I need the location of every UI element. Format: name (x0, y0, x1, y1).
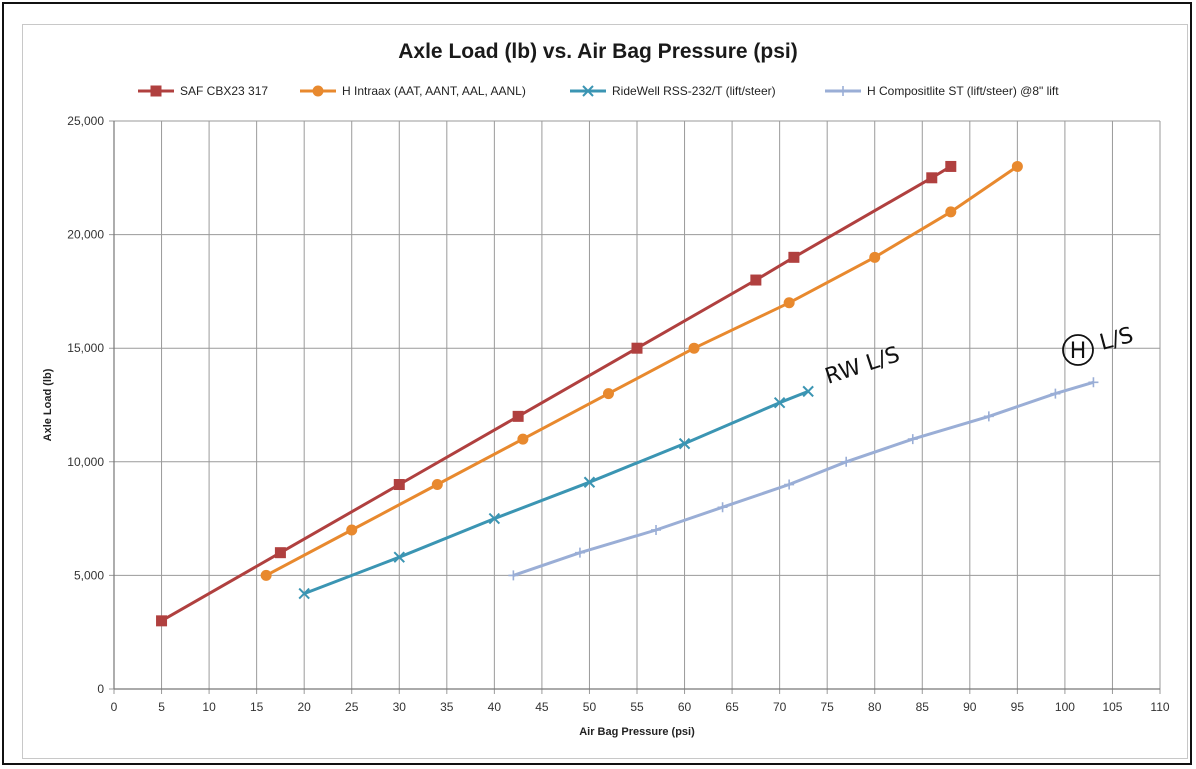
handwritten-annotations: RW L/S H L/S (822, 323, 1136, 390)
x-tick-label: 105 (1102, 700, 1122, 714)
x-tick-label: 35 (440, 700, 454, 714)
marker-circle (346, 524, 358, 536)
x-tick-label: 95 (1011, 700, 1025, 714)
y-tick-label: 20,000 (67, 228, 104, 242)
x-axis-label: Air Bag Pressure (psi) (579, 726, 695, 738)
marker-plus (574, 547, 585, 558)
marker-circle (688, 342, 700, 354)
marker-square (274, 547, 286, 559)
marker-plus (983, 411, 994, 422)
x-tick-label: 80 (868, 700, 882, 714)
x-tick-label: 110 (1150, 700, 1169, 714)
x-tick-label: 100 (1055, 700, 1075, 714)
marker-square (156, 615, 168, 627)
marker-plus (841, 456, 852, 467)
x-tick-label: 50 (583, 700, 597, 714)
marker-plus (717, 502, 728, 513)
x-tick-label: 10 (202, 700, 216, 714)
marker-plus (1050, 388, 1061, 399)
marker-square (750, 274, 762, 286)
x-tick-label: 65 (725, 700, 739, 714)
y-axis-label: Axle Load (lb) (42, 368, 54, 441)
marker-circle (869, 251, 881, 263)
marker-circle (1011, 160, 1023, 172)
y-tick-label: 10,000 (67, 455, 104, 469)
legend-item: H Compositlite ST (lift/steer) @8" lift (825, 84, 1059, 98)
x-axis-ticks: 0 5 10 15 20 25 30 35 40 45 50 55 60 65 70 75 80 85 90 95 10… (111, 700, 1170, 714)
marker-square (926, 172, 938, 184)
marker-x (298, 587, 310, 600)
marker-circle (602, 388, 614, 400)
annotation-circle (1062, 334, 1094, 366)
x-tick-label: 25 (345, 700, 359, 714)
annotation-h-ls: L/S (1097, 323, 1136, 356)
marker-x (488, 512, 501, 525)
annotation-circled-letter: H (1070, 339, 1087, 364)
legend-label: RideWell RSS-232/T (lift/steer) (612, 84, 776, 98)
x-tick-label: 85 (916, 700, 930, 714)
marker-circle (945, 206, 957, 218)
chart-area-border (22, 24, 1188, 759)
legend-label: SAF CBX23 317 (180, 84, 268, 98)
x-tick-label: 30 (393, 700, 407, 714)
marker-x (582, 85, 594, 97)
x-tick-label: 40 (488, 700, 502, 714)
marker-square (150, 85, 162, 97)
x-tick-label: 0 (111, 700, 118, 714)
marker-x (678, 437, 691, 450)
marker-circle (431, 479, 443, 491)
x-tick-label: 45 (535, 700, 549, 714)
marker-plus (1088, 377, 1099, 388)
x-tick-label: 55 (630, 700, 644, 714)
marker-x (773, 397, 786, 409)
series-1 (156, 160, 957, 627)
series-layer (156, 160, 1099, 627)
x-tick-label: 5 (158, 700, 165, 714)
marker-circle (783, 297, 795, 309)
x-tick-label: 70 (773, 700, 787, 714)
y-tick-label: 15,000 (67, 341, 104, 355)
y-tick-label: 5,000 (74, 568, 104, 582)
x-tick-label: 15 (250, 700, 264, 714)
y-tick-label: 25,000 (67, 114, 104, 128)
legend-item: RideWell RSS-232/T (lift/steer) (570, 84, 776, 98)
marker-x (393, 551, 405, 563)
marker-plus (838, 86, 848, 96)
marker-square (945, 160, 957, 172)
chart-title: Axle Load (lb) vs. Air Bag Pressure (psi… (398, 40, 798, 63)
marker-square (631, 342, 643, 354)
x-tick-label: 75 (821, 700, 835, 714)
series-line (265, 165, 1019, 577)
marker-square (393, 479, 405, 491)
marker-plus (784, 479, 795, 490)
legend-item: H Intraax (AAT, AANT, AAL, AANL) (300, 84, 526, 98)
x-tick-label: 20 (298, 700, 312, 714)
legend-item: SAF CBX23 317 (138, 84, 268, 98)
series-2 (260, 160, 1023, 581)
series-line (512, 380, 1094, 577)
y-axis-ticks: 0 5,000 10,000 15,000 20,000 25,000 (67, 114, 104, 696)
series-3 (298, 385, 814, 600)
marker-square (512, 410, 524, 422)
marker-plus (508, 570, 519, 581)
marker-circle (517, 433, 529, 445)
marker-x (802, 385, 814, 398)
y-tick-label: 0 (97, 682, 104, 696)
legend-label: H Compositlite ST (lift/steer) @8" lift (867, 84, 1059, 98)
series-4 (508, 377, 1099, 581)
annotation-rw-ls: RW L/S (822, 342, 903, 390)
x-tick-label: 60 (678, 700, 692, 714)
marker-square (788, 251, 800, 263)
marker-circle (312, 85, 324, 97)
grid (109, 120, 1161, 694)
marker-circle (260, 569, 272, 581)
marker-x (583, 476, 596, 488)
marker-plus (651, 524, 662, 535)
legend: SAF CBX23 317 H Intraax (AAT, AANT, AAL, … (138, 84, 1059, 98)
legend-label: H Intraax (AAT, AANT, AAL, AANL) (342, 84, 526, 98)
x-tick-label: 90 (963, 700, 977, 714)
marker-plus (907, 434, 918, 445)
